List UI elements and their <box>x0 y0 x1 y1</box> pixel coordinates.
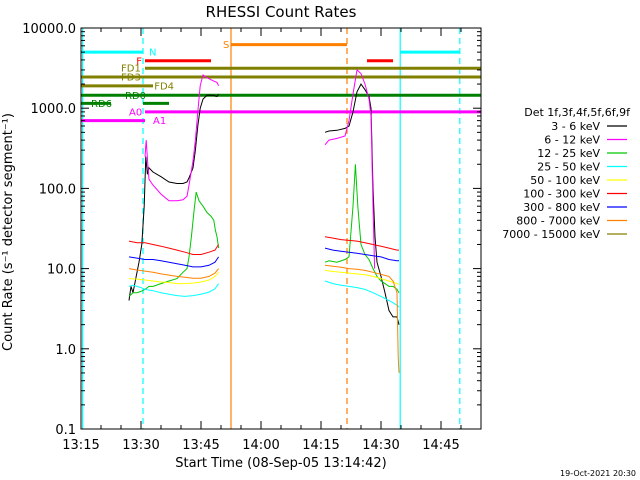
flag-label-fd3: FD3 <box>121 72 141 83</box>
series-6-12-kev-segment-1 <box>324 68 376 269</box>
x-tick-label: 14:15 <box>302 438 339 453</box>
legend-entry-100-300-kev: 100 - 300 keV <box>523 188 600 201</box>
series-3-6-kev-segment-1 <box>324 83 400 325</box>
flag-label-f: F <box>136 56 142 67</box>
series-50-100-kev-segment-1 <box>324 269 400 286</box>
y-tick-label: 1000.0 <box>31 102 77 117</box>
series-25-50-kev-segment-1 <box>324 280 400 308</box>
series-6-12-kev-segment-0 <box>144 74 220 202</box>
series-12-25-kev-segment-1 <box>324 164 400 293</box>
flag-label-n: N <box>149 48 156 59</box>
series-50-100-kev-segment-0 <box>128 271 219 285</box>
plot-frame <box>80 27 482 430</box>
series-3-6-kev-segment-0 <box>128 93 220 301</box>
y-tick-label: 10.0 <box>47 263 76 278</box>
y-tick-label: 1.0 <box>55 343 76 358</box>
flag-label-a1: A1 <box>153 116 166 127</box>
legend-entry-7000-15000-kev: 7000 - 15000 keV <box>502 228 600 241</box>
series-12-25-kev-segment-0 <box>128 191 220 297</box>
series-800-7000-kev-segment-0 <box>128 268 219 279</box>
flag-label-fd4: FD4 <box>154 81 174 92</box>
series-100-300-kev-segment-0 <box>128 240 220 255</box>
x-axis-ticks: 13:15 13:30 13:45 14:00 14:15 14:30 14:45 <box>62 28 462 453</box>
timestamp: 19-Oct-2021 20:30 <box>560 469 636 478</box>
flag-label-fd1: FD1 <box>121 64 141 75</box>
y-axis-label: Count Rate (s⁻¹ detector segment⁻¹) <box>1 113 16 351</box>
x-axis-label: Start Time (08-Sep-05 13:14:42) <box>175 456 386 471</box>
legend-entry-50-100-kev: 50 - 100 keV <box>530 174 600 187</box>
series-300-800-kev-segment-1 <box>324 247 399 262</box>
flag-label-s: S <box>223 40 229 51</box>
legend-entry-300-800-kev: 300 - 800 keV <box>523 201 600 214</box>
series-800-7000-kev-segment-1 <box>324 264 400 373</box>
series-300-800-kev-segment-0 <box>128 256 220 268</box>
x-tick-label: 14:45 <box>422 438 459 453</box>
chart-title: RHESSI Count Rates <box>206 3 357 21</box>
y-tick-label: 10000.0 <box>22 22 76 37</box>
vertical-markers <box>81 28 461 429</box>
x-tick-label: 13:30 <box>122 438 159 453</box>
series-25-50-kev-segment-0 <box>128 283 220 297</box>
x-tick-label: 14:00 <box>242 438 279 453</box>
legend-entry-12-25-kev: 12 - 25 keV <box>537 147 600 160</box>
x-tick-label: 14:30 <box>362 438 399 453</box>
flag-label-a0: A0 <box>129 107 142 118</box>
legend-entry-800-7000-kev: 800 - 7000 keV <box>516 215 600 228</box>
legend-entry-3-6-kev: 3 - 6 keV <box>551 120 600 133</box>
legend-title: Det 1f,3f,4f,5f,6f,9f <box>524 106 631 119</box>
flag-label-rd6: RD6 <box>91 99 112 110</box>
x-tick-label: 13:45 <box>182 438 219 453</box>
y-tick-label: 100.0 <box>39 182 76 197</box>
series-lines <box>128 68 400 373</box>
x-tick-label: 13:15 <box>62 438 99 453</box>
legend-entry-25-50-kev: 25 - 50 keV <box>537 161 600 174</box>
y-axis-ticks: 0.1 1.0 10.0 100.0 1000.0 10000.0 <box>22 22 481 438</box>
legend-entry-6-12-kev: 6 - 12 keV <box>544 134 600 147</box>
flag-label-rd0: RD0 <box>125 91 146 102</box>
y-tick-label: 0.1 <box>55 423 76 438</box>
series-100-300-kev-segment-1 <box>324 236 399 251</box>
